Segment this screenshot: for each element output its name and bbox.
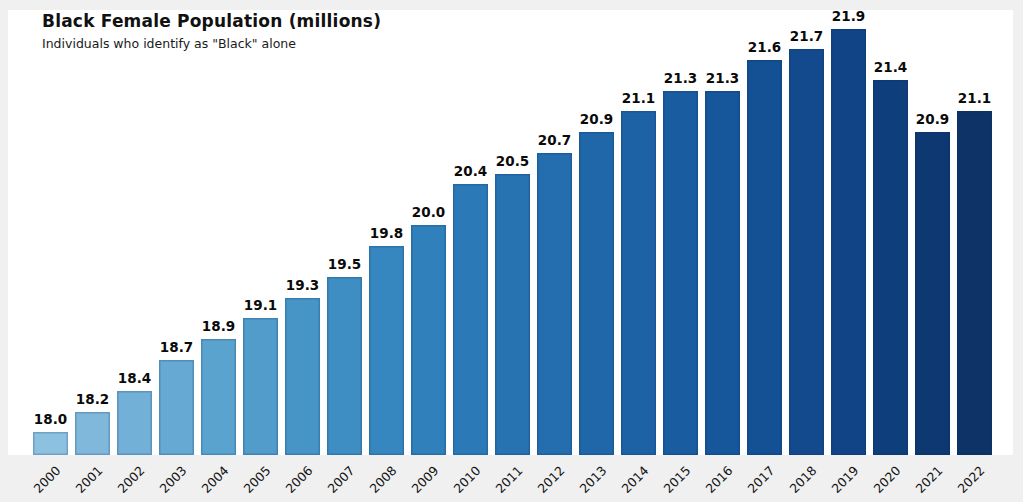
bar [117,391,152,455]
bar [789,49,824,455]
bar [621,111,656,455]
bar [957,111,992,455]
bar [75,412,110,455]
x-tick-label: 2000 [7,463,63,502]
chart-subtitle: Individuals who identify as "Black" alon… [42,36,296,51]
bar [873,80,908,455]
bar [201,339,236,455]
bar [663,91,698,455]
bar-value-label: 21.1 [940,90,1010,106]
figure: Black Female Population (millions) Indiv… [0,0,1023,502]
bar [537,153,572,455]
bar [495,174,530,455]
bar [453,184,488,455]
bar [327,277,362,455]
bar-value-label: 21.9 [814,8,884,24]
bar [915,132,950,455]
bar [831,29,866,455]
bar [159,360,194,455]
chart-title: Black Female Population (millions) [42,11,381,31]
bar [369,246,404,455]
bar [747,60,782,455]
bar [579,132,614,455]
bar [285,298,320,455]
bar [243,318,278,455]
bar [411,225,446,455]
bar [705,91,740,455]
bar-value-label: 21.4 [856,59,926,75]
bar [33,432,68,455]
